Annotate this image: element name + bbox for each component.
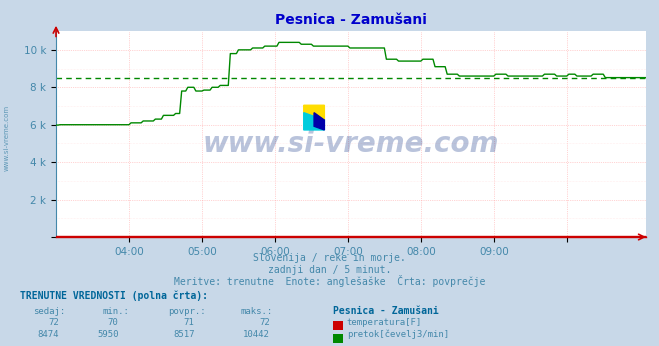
Text: 72: 72 xyxy=(260,318,270,327)
Text: maks.:: maks.: xyxy=(241,307,273,316)
Text: sedaj:: sedaj: xyxy=(33,307,65,316)
Text: pretok[čevelj3/min]: pretok[čevelj3/min] xyxy=(347,330,449,339)
Text: www.si-vreme.com: www.si-vreme.com xyxy=(203,130,499,158)
Text: temperatura[F]: temperatura[F] xyxy=(347,318,422,327)
Text: TRENUTNE VREDNOSTI (polna črta):: TRENUTNE VREDNOSTI (polna črta): xyxy=(20,291,208,301)
Text: 70: 70 xyxy=(108,318,119,327)
Polygon shape xyxy=(314,113,324,130)
Title: Pesnica - Zamušani: Pesnica - Zamušani xyxy=(275,13,427,27)
Text: min.:: min.: xyxy=(102,307,129,316)
Text: 72: 72 xyxy=(49,318,59,327)
Text: Pesnica - Zamušani: Pesnica - Zamušani xyxy=(333,306,438,316)
Text: povpr.:: povpr.: xyxy=(168,307,206,316)
Text: www.si-vreme.com: www.si-vreme.com xyxy=(3,105,9,172)
Text: 8517: 8517 xyxy=(173,330,194,339)
Text: 71: 71 xyxy=(184,318,194,327)
Text: 10442: 10442 xyxy=(243,330,270,339)
Text: Meritve: trenutne  Enote: anglešaške  Črta: povprečje: Meritve: trenutne Enote: anglešaške Črta… xyxy=(174,275,485,288)
Polygon shape xyxy=(304,105,324,120)
Text: 8474: 8474 xyxy=(38,330,59,339)
Text: 5950: 5950 xyxy=(97,330,119,339)
Text: Slovenija / reke in morje.: Slovenija / reke in morje. xyxy=(253,253,406,263)
Polygon shape xyxy=(304,113,324,130)
Text: zadnji dan / 5 minut.: zadnji dan / 5 minut. xyxy=(268,265,391,275)
